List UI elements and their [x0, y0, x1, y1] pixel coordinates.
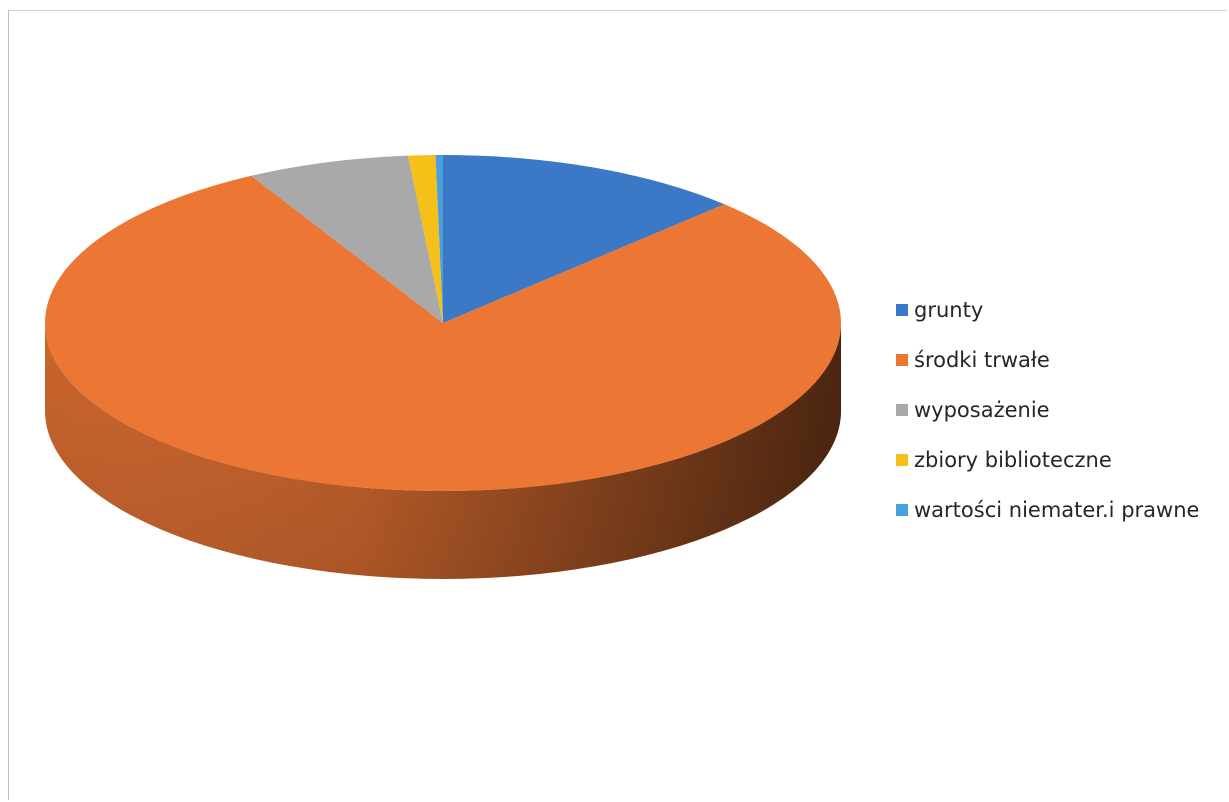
legend-item-wartosci-niemater-i-prawne: wartości niemater.i prawne: [896, 497, 1199, 522]
pie-slice-wyposazenie: [251, 155, 443, 323]
legend-label: wyposażenie: [914, 397, 1050, 422]
legend-item-wyposazenie: wyposażenie: [896, 397, 1199, 422]
legend-item-grunty: grunty: [896, 297, 1199, 322]
pie-slice-grunty: [443, 155, 725, 323]
pie-slice-zbiory-biblioteczne: [408, 155, 443, 323]
pie-slice-wartosci-niemater-i-prawne: [435, 155, 443, 323]
pie-slice-srodki-trwale: [44, 175, 842, 492]
legend-swatch: [896, 403, 908, 416]
legend-label: wartości niemater.i prawne: [914, 497, 1200, 522]
legend-swatch: [896, 303, 908, 316]
legend-item-zbiory-biblioteczne: zbiory biblioteczne: [896, 447, 1199, 472]
legend-item-srodki-trwale: środki trwałe: [896, 347, 1199, 372]
chart-frame: [8, 10, 1227, 800]
legend-label: zbiory biblioteczne: [914, 447, 1112, 472]
pie-side-shading-vertical: [45, 323, 841, 579]
chart-legend: grunty środki trwałe wyposażenie zbiory bib…: [896, 297, 1199, 547]
legend-swatch: [896, 453, 908, 466]
legend-swatch: [896, 353, 908, 366]
legend-swatch: [896, 503, 908, 516]
legend-label: środki trwałe: [914, 347, 1050, 372]
legend-label: grunty: [914, 297, 984, 322]
